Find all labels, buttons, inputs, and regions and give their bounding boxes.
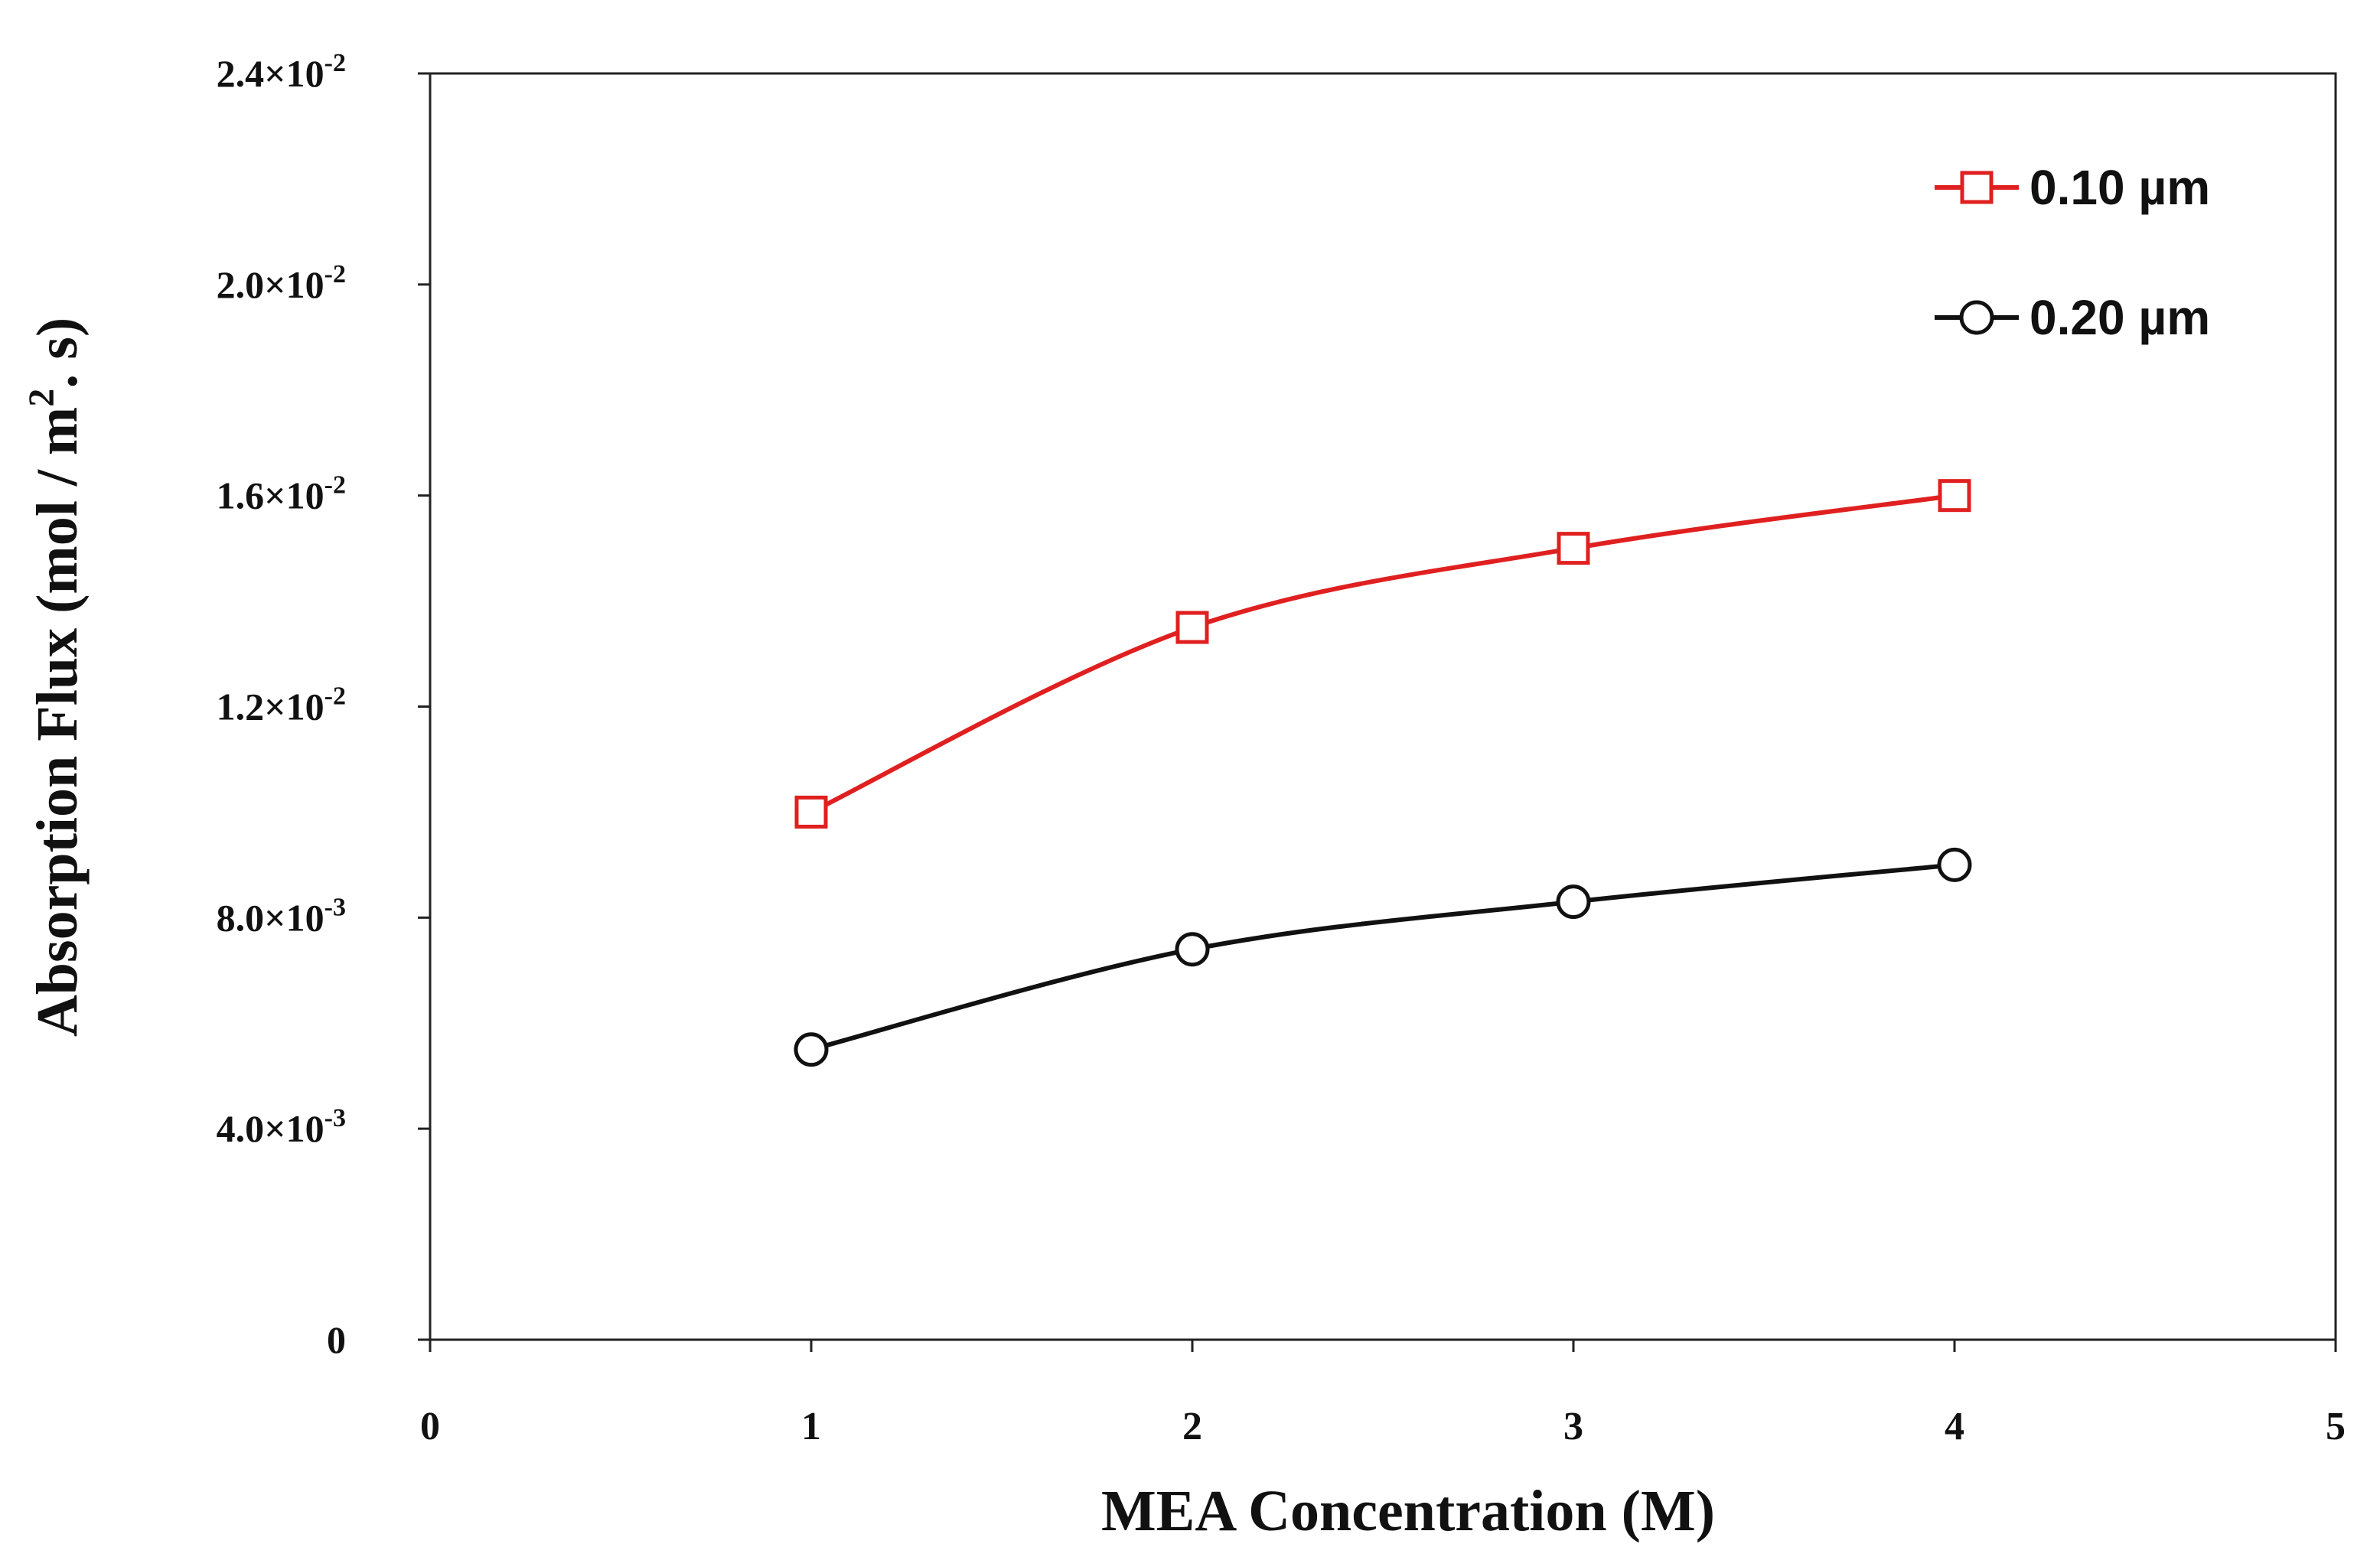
y-axis-title-prefix: Absorption Flux (mol / m [25, 407, 90, 1037]
x-axis: 0 1 2 3 4 5 [420, 1340, 2346, 1448]
x-axis-title: MEA Concentration (M) [1101, 1479, 1715, 1543]
data-point [794, 1032, 829, 1067]
legend-item-1: 0.10 µm [1935, 160, 2210, 215]
data-point [1937, 847, 1972, 882]
x-tick-label: 4 [1945, 1405, 1964, 1448]
y-tick-label: 2.4×10-2 [217, 49, 346, 95]
series-2 [794, 847, 1972, 1067]
legend-item-2: 0.20 µm [1935, 290, 2210, 345]
y-tick-label: 1.2×10-2 [217, 682, 346, 728]
series-line [810, 862, 1955, 1052]
data-point [1556, 884, 1591, 920]
data-point [1175, 932, 1210, 967]
legend-label: 0.20 µm [2030, 290, 2210, 345]
y-axis: 0 4.0×10-3 8.0×10-3 1.2×10-2 1.6×10-2 2.0×10-… [217, 49, 430, 1361]
y-tick-label: 1.6×10-2 [217, 471, 346, 517]
x-tick-label: 5 [2326, 1405, 2346, 1448]
y-tick-label: 4.0×10-3 [217, 1104, 346, 1150]
plot-border [429, 72, 2337, 1341]
y-axis-title-suffix: . s) [25, 318, 90, 389]
y-axis-title: Absorption Flux (mol / m2. s) [21, 318, 90, 1037]
plot-frame [429, 72, 2337, 1341]
series-layer [794, 479, 1972, 1067]
legend-marker [1959, 300, 1994, 335]
y-tick-label: 0 [327, 1318, 346, 1361]
data-point [1175, 611, 1209, 644]
legend-marker [1960, 171, 1994, 204]
data-point [1557, 532, 1590, 565]
legend: 0.10 µm 0.20 µm [1935, 160, 2210, 345]
y-tick-label: 2.0×10-2 [217, 260, 346, 306]
series-1 [794, 479, 1971, 829]
y-tick-label: 8.0×10-3 [217, 893, 346, 939]
series-line [810, 493, 1955, 815]
data-point [794, 795, 828, 829]
x-tick-label: 2 [1182, 1405, 1202, 1448]
legend-label: 0.10 µm [2030, 160, 2210, 215]
y-axis-title-superscript: 2 [21, 389, 62, 407]
x-tick-label: 0 [420, 1405, 440, 1448]
x-tick-label: 1 [801, 1405, 821, 1448]
x-tick-label: 3 [1563, 1405, 1583, 1448]
data-point [1938, 479, 1971, 513]
